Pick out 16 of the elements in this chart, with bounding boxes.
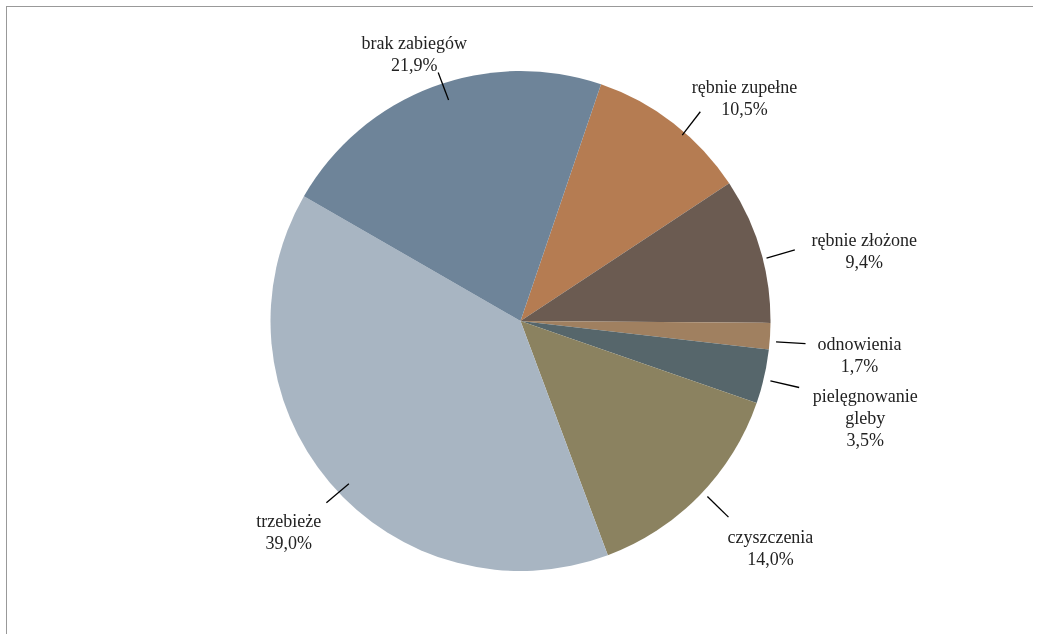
pie-slice	[520, 321, 769, 404]
data-label: 21,9%	[391, 55, 438, 76]
data-label: 39,0%	[265, 533, 312, 554]
slice-label: brak zabiegów	[361, 33, 468, 54]
slice-label: pielęgnowanie gleby	[812, 385, 918, 428]
data-label: 9,4%	[845, 252, 883, 273]
slice-label: rębnie złożone	[811, 230, 917, 251]
slice-label: rębnie zupełne	[691, 77, 798, 98]
slice-label: trzebieże	[256, 511, 322, 532]
data-label: 3,5%	[846, 429, 885, 450]
slice-label: odnowienia	[817, 334, 902, 355]
pie-slice	[520, 183, 771, 323]
data-label: 10,5%	[721, 99, 768, 120]
data-label: 14,0%	[747, 549, 794, 570]
data-label: 1,7%	[840, 356, 879, 377]
slice-label: czyszczenia	[727, 527, 814, 548]
